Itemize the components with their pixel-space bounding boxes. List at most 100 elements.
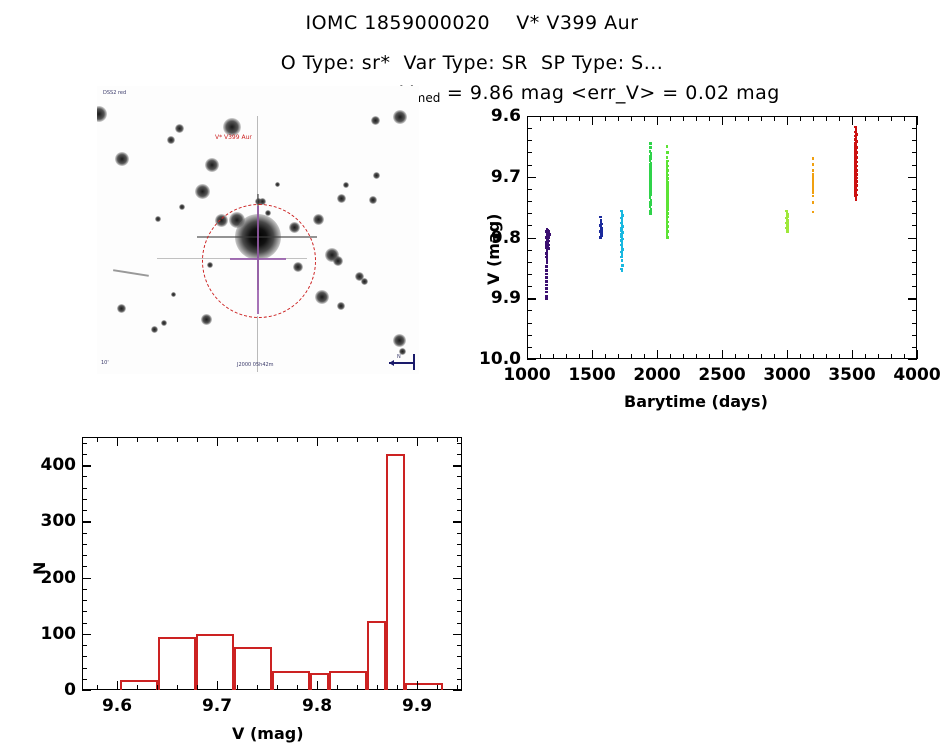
x-minor-tick: [397, 437, 398, 442]
y-major-tick: [527, 116, 536, 118]
y-major-tick: [908, 359, 917, 361]
field-star: [361, 278, 368, 285]
x-major-tick: [592, 116, 594, 125]
x-minor-tick: [644, 354, 645, 359]
light-curve-point: [599, 215, 602, 219]
light-curve-point: [666, 173, 669, 177]
histogram-bar: [158, 636, 196, 690]
field-star: [175, 124, 184, 133]
y-minor-tick: [912, 225, 917, 227]
light-curve-point: [621, 237, 624, 240]
x-minor-tick: [878, 116, 879, 121]
field-star: [275, 182, 280, 187]
plate-artifact-line: [257, 316, 258, 372]
light-curve-point: [811, 188, 815, 192]
finder-chart-image: V* V399 Aur DSS2 red 10' J2000 05h42m N: [97, 86, 419, 374]
orientation-label: N: [397, 354, 401, 360]
histogram-bar: [310, 673, 329, 690]
light-curve-point: [811, 177, 815, 180]
field-star: [337, 194, 346, 203]
y-minor-tick: [457, 555, 462, 557]
x-minor-tick: [157, 685, 158, 690]
x-minor-tick: [618, 354, 619, 359]
y-tick-label: 100: [40, 623, 77, 644]
light-curve-point: [811, 163, 815, 166]
light-curve-point: [666, 159, 669, 163]
light-curve-point: [666, 215, 669, 219]
y-minor-tick: [527, 346, 532, 348]
y-major-tick: [908, 116, 917, 118]
light-curve-point: [665, 179, 669, 182]
x-minor-tick: [891, 354, 892, 359]
y-major-tick: [453, 690, 462, 692]
light-curve-point: [648, 159, 652, 163]
x-minor-tick: [579, 116, 580, 121]
field-star: [151, 326, 158, 333]
light-curve-point: [811, 157, 815, 160]
light-curve-point: [665, 171, 669, 175]
y-minor-tick: [912, 273, 917, 275]
x-minor-tick: [177, 437, 178, 442]
x-tick-label: 2000: [633, 365, 681, 385]
light-curve-point: [620, 209, 623, 213]
x-minor-tick: [696, 354, 697, 359]
vmed-values: = 9.86 mag <err_V> = 0.02 mag: [440, 82, 780, 104]
histogram-bar: [367, 621, 386, 690]
y-minor-tick: [527, 249, 532, 251]
y-major-tick: [82, 465, 91, 467]
light-curve-point: [649, 152, 653, 155]
light-curve-point: [545, 290, 548, 294]
y-minor-tick: [912, 322, 917, 324]
scale-bar-icon: [413, 354, 415, 370]
light-curve-point: [545, 230, 548, 233]
light-curve-point: [665, 213, 669, 217]
light-curve-point: [665, 156, 669, 159]
light-curve-point: [649, 198, 653, 202]
x-minor-tick: [605, 116, 606, 121]
light-curve-point: [546, 237, 549, 240]
x-major-tick: [787, 350, 789, 359]
light-curve-point: [545, 265, 548, 268]
y-major-tick: [908, 237, 917, 239]
light-curve-point: [545, 297, 548, 300]
y-major-tick: [453, 633, 462, 636]
field-star: [171, 292, 176, 297]
scale-arrow-icon: [389, 360, 413, 365]
y-minor-tick: [912, 201, 917, 203]
histogram-x-axis-title: V (mag): [232, 724, 304, 743]
y-major-tick: [453, 465, 462, 467]
field-star: [315, 290, 329, 304]
light-curve-plot: [527, 116, 917, 359]
field-star: [255, 198, 262, 205]
light-curve-point: [544, 252, 548, 255]
y-minor-tick: [457, 622, 462, 624]
x-minor-tick: [826, 116, 827, 121]
light-curve-point: [545, 280, 548, 283]
x-minor-tick: [800, 354, 801, 359]
x-minor-tick: [813, 116, 814, 121]
light-curve-point: [545, 283, 548, 287]
histogram-y-axis-title: N: [30, 561, 49, 575]
light-curve-point: [665, 145, 669, 148]
y-major-tick: [527, 176, 536, 179]
light-curve-point: [620, 216, 623, 220]
x-minor-tick: [605, 354, 606, 359]
object-type-subtitle: O Type: sr* Var Type: SR SP Type: S...: [280, 52, 664, 74]
x-minor-tick: [735, 116, 736, 121]
x-minor-tick: [761, 354, 762, 359]
x-minor-tick: [904, 354, 905, 359]
y-major-tick: [908, 298, 917, 300]
x-major-tick: [852, 116, 854, 125]
light-curve-point: [649, 210, 652, 213]
field-star: [393, 110, 407, 124]
y-minor-tick: [527, 164, 532, 166]
x-minor-tick: [774, 354, 775, 359]
y-major-tick: [82, 521, 91, 523]
y-minor-tick: [527, 310, 532, 312]
x-minor-tick: [357, 685, 358, 690]
y-minor-tick: [912, 188, 917, 190]
light-curve-point: [811, 191, 815, 194]
light-curve-point: [545, 255, 548, 259]
x-minor-tick: [683, 354, 684, 359]
x-minor-tick: [865, 116, 866, 121]
